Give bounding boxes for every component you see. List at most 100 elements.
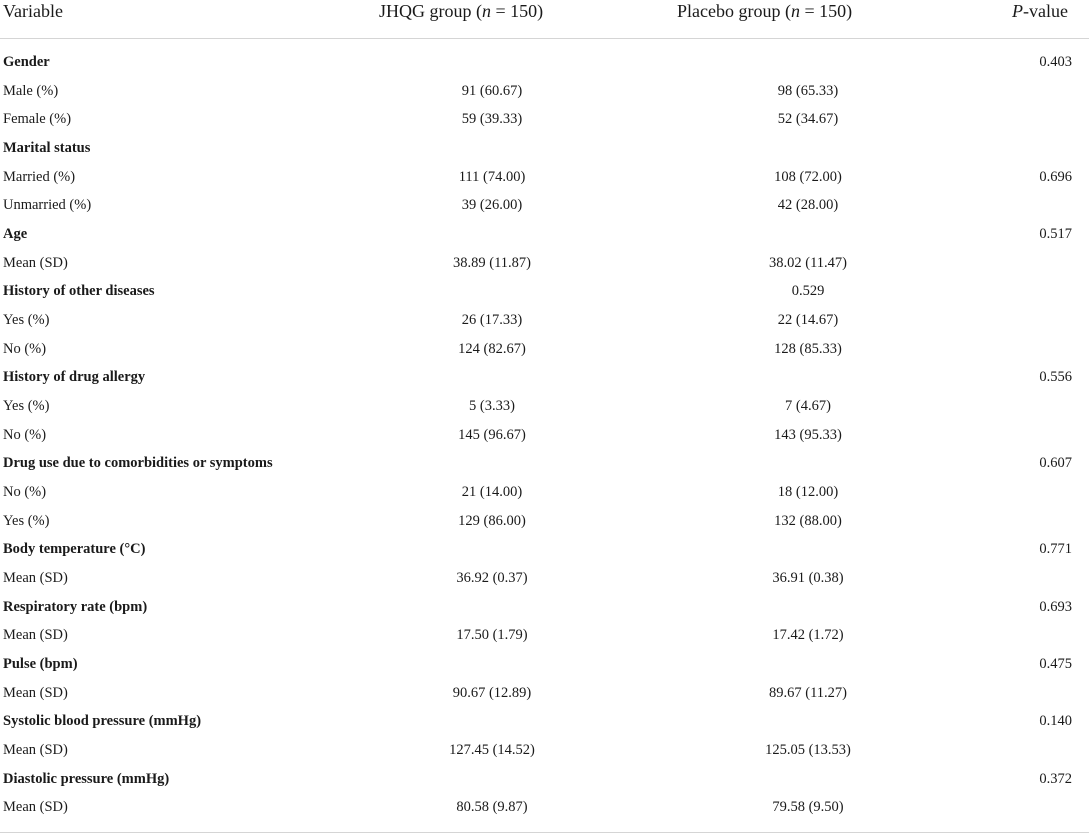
placebo-value: 52 (34.67) bbox=[777, 111, 839, 128]
jhqg-value: 5 (3.33) bbox=[469, 397, 515, 414]
placebo-value: 36.91 (0.38) bbox=[772, 569, 844, 586]
row-label: History of drug allergy bbox=[3, 369, 146, 386]
table-row: Unmarried (%) 39 (26.00) 42 (28.00) bbox=[0, 191, 1089, 219]
row-label: Marital status bbox=[3, 139, 91, 156]
jhqg-value: 124 (82.67) bbox=[458, 340, 526, 357]
jhqg-value: 111 (74.00) bbox=[458, 168, 526, 185]
jhqg-value: 36.92 (0.37) bbox=[456, 569, 528, 586]
section-row: Age 0.517 bbox=[0, 220, 1089, 248]
jhqg-value: 38.89 (11.87) bbox=[453, 254, 531, 271]
jhqg-value: 17.50 (1.79) bbox=[456, 627, 528, 644]
row-label: Yes (%) bbox=[3, 311, 50, 328]
placebo-value: 132 (88.00) bbox=[774, 512, 842, 529]
p-value: 0.556 bbox=[1039, 369, 1072, 386]
jhqg-value: 21 (14.00) bbox=[461, 483, 523, 500]
placebo-value: 128 (85.33) bbox=[774, 340, 842, 357]
row-label: Male (%) bbox=[3, 82, 59, 99]
row-label: Diastolic pressure (mmHg) bbox=[3, 770, 170, 787]
row-label: History of other diseases bbox=[3, 283, 155, 300]
table-row: No (%) 145 (96.67) 143 (95.33) bbox=[0, 421, 1089, 449]
row-label: Mean (SD) bbox=[3, 627, 68, 644]
section-row: Body temperature (°C) 0.771 bbox=[0, 535, 1089, 563]
row-label: Mean (SD) bbox=[3, 684, 68, 701]
placebo-value: 42 (28.00) bbox=[777, 197, 839, 214]
jhqg-value: 59 (39.33) bbox=[461, 111, 523, 128]
placebo-value: 108 (72.00) bbox=[774, 168, 842, 185]
jhqg-value: 145 (96.67) bbox=[458, 426, 526, 443]
row-label: Drug use due to comorbidities or symptom… bbox=[3, 455, 273, 472]
p-value: 0.696 bbox=[1039, 168, 1072, 185]
header-jhqg-group: JHQG group (n = 150) bbox=[379, 1, 544, 21]
jhqg-value: 80.58 (9.87) bbox=[456, 799, 528, 816]
header-variable: Variable bbox=[3, 1, 63, 21]
placebo-value: 22 (14.67) bbox=[777, 311, 839, 328]
row-label: Mean (SD) bbox=[3, 254, 68, 271]
placebo-value: 79.58 (9.50) bbox=[772, 799, 844, 816]
section-row: Respiratory rate (bpm) 0.693 bbox=[0, 593, 1089, 621]
section-row: Gender 0.403 bbox=[0, 48, 1089, 76]
row-label: Married (%) bbox=[3, 168, 76, 185]
table-row: Mean (SD) 38.89 (11.87) 38.02 (11.47) bbox=[0, 249, 1089, 277]
bottom-rule bbox=[0, 832, 1089, 833]
placebo-value: 18 (12.00) bbox=[777, 483, 839, 500]
jhqg-value: 127.45 (14.52) bbox=[449, 741, 535, 758]
row-label: No (%) bbox=[3, 340, 47, 357]
table-row: No (%) 21 (14.00) 18 (12.00) bbox=[0, 478, 1089, 506]
header-placebo-group: Placebo group (n = 150) bbox=[677, 1, 853, 21]
jhqg-value: 26 (17.33) bbox=[461, 311, 523, 328]
table-header: Variable JHQG group (n = 150) Placebo gr… bbox=[0, 0, 1089, 39]
section-row: Marital status bbox=[0, 134, 1089, 162]
table-row: Mean (SD) 90.67 (12.89) 89.67 (11.27) bbox=[0, 679, 1089, 707]
section-row: Systolic blood pressure (mmHg) 0.140 bbox=[0, 707, 1089, 735]
placebo-value: 98 (65.33) bbox=[777, 82, 839, 99]
row-label: Unmarried (%) bbox=[3, 197, 92, 214]
table-row: Female (%) 59 (39.33) 52 (34.67) bbox=[0, 105, 1089, 133]
placebo-value: 7 (4.67) bbox=[785, 397, 831, 414]
table-row: Male (%) 91 (60.67) 98 (65.33) bbox=[0, 77, 1089, 105]
row-label: Female (%) bbox=[3, 111, 72, 128]
row-label: Yes (%) bbox=[3, 397, 50, 414]
p-value: 0.607 bbox=[1039, 455, 1072, 472]
p-value: 0.140 bbox=[1039, 713, 1072, 730]
section-row: History of drug allergy 0.556 bbox=[0, 363, 1089, 391]
table-row: Mean (SD) 17.50 (1.79) 17.42 (1.72) bbox=[0, 621, 1089, 649]
row-label: Age bbox=[3, 225, 28, 242]
header-p-value: P-value bbox=[1012, 1, 1068, 21]
p-value: 0.372 bbox=[1039, 770, 1072, 787]
placebo-value: 89.67 (11.27) bbox=[769, 684, 847, 701]
p-value: 0.693 bbox=[1039, 598, 1072, 615]
row-label: Respiratory rate (bpm) bbox=[3, 598, 148, 615]
row-label: Mean (SD) bbox=[3, 799, 68, 816]
row-label: No (%) bbox=[3, 426, 47, 443]
row-label: Yes (%) bbox=[3, 512, 50, 529]
row-label: Pulse (bpm) bbox=[3, 655, 78, 672]
section-row: Drug use due to comorbidities or symptom… bbox=[0, 449, 1089, 477]
row-label: Gender bbox=[3, 54, 50, 70]
p-value: 0.403 bbox=[1039, 54, 1072, 70]
table-row: Mean (SD) 127.45 (14.52) 125.05 (13.53) bbox=[0, 736, 1089, 764]
placebo-value: 125.05 (13.53) bbox=[765, 741, 851, 758]
jhqg-value: 91 (60.67) bbox=[461, 82, 523, 99]
p-value: 0.475 bbox=[1039, 655, 1072, 672]
row-label: Mean (SD) bbox=[3, 741, 68, 758]
section-row: History of other diseases 0.529 bbox=[0, 277, 1089, 305]
table-row: Mean (SD) 36.92 (0.37) 36.91 (0.38) bbox=[0, 564, 1089, 592]
table-row: No (%) 124 (82.67) 128 (85.33) bbox=[0, 335, 1089, 363]
jhqg-value: 129 (86.00) bbox=[458, 512, 526, 529]
section-row: Diastolic pressure (mmHg) 0.372 bbox=[0, 765, 1089, 793]
row-label: Body temperature (°C) bbox=[3, 541, 146, 558]
placebo-value: 17.42 (1.72) bbox=[772, 627, 844, 644]
table-row: Mean (SD) 80.58 (9.87) 79.58 (9.50) bbox=[0, 793, 1089, 821]
p-value: 0.771 bbox=[1039, 541, 1072, 558]
section-row: Pulse (bpm) 0.475 bbox=[0, 650, 1089, 678]
p-value: 0.517 bbox=[1039, 225, 1072, 242]
placebo-value: 0.529 bbox=[791, 283, 825, 300]
table-row: Yes (%) 5 (3.33) 7 (4.67) bbox=[0, 392, 1089, 420]
table-row: Yes (%) 26 (17.33) 22 (14.67) bbox=[0, 306, 1089, 334]
row-label: No (%) bbox=[3, 483, 47, 500]
row-label: Systolic blood pressure (mmHg) bbox=[3, 713, 202, 730]
table-row: Married (%) 111 (74.00) 108 (72.00) 0.696 bbox=[0, 163, 1089, 191]
placebo-value: 143 (95.33) bbox=[774, 426, 842, 443]
jhqg-value: 90.67 (12.89) bbox=[452, 684, 532, 701]
table-row: Yes (%) 129 (86.00) 132 (88.00) bbox=[0, 507, 1089, 535]
